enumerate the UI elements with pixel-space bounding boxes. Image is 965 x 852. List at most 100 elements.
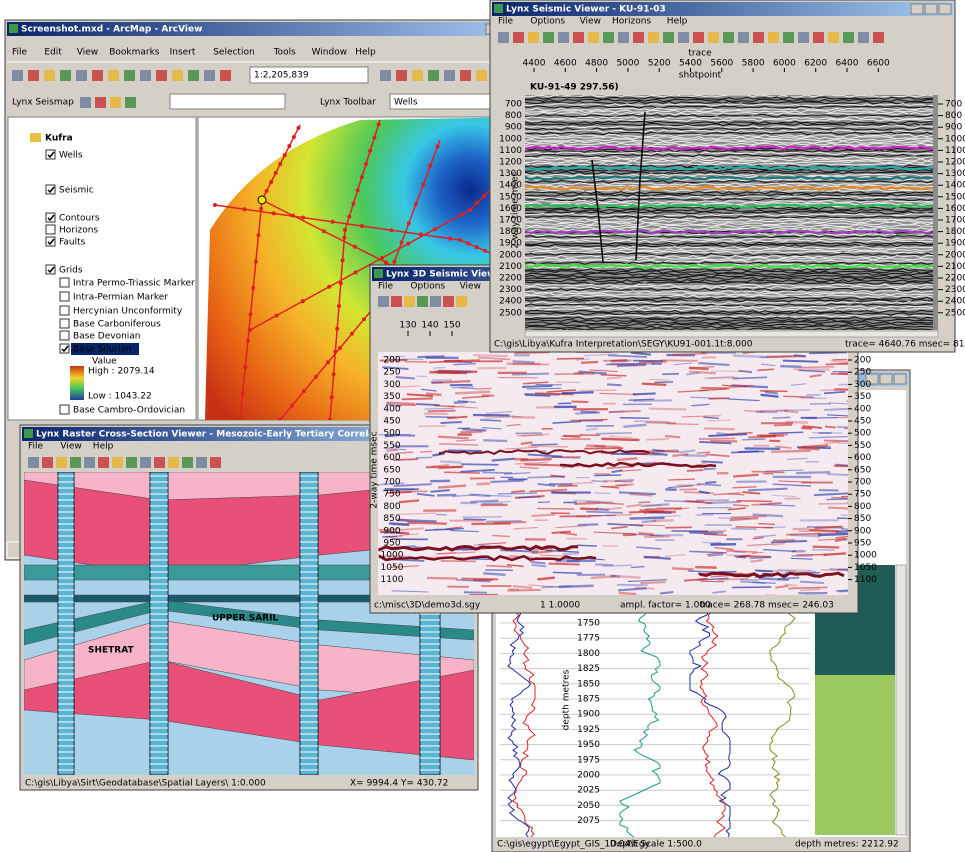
checkbox[interactable]	[45, 236, 56, 247]
toolbar-icon[interactable]	[543, 32, 554, 43]
toolbar-icon[interactable]	[798, 32, 809, 43]
toc-label[interactable]: Wells	[59, 151, 83, 161]
toolbar-icon[interactable]	[188, 70, 199, 81]
toc-label[interactable]: Seismic	[59, 186, 94, 196]
menu-item[interactable]: File	[378, 282, 394, 292]
toolbar-icon[interactable]	[430, 296, 441, 307]
toolbar-icon[interactable]	[708, 32, 719, 43]
toolbar-icon[interactable]	[443, 296, 454, 307]
toolbar-icon[interactable]	[70, 457, 81, 468]
toolbar-icon[interactable]	[391, 296, 402, 307]
toolbar-icon[interactable]	[858, 32, 869, 43]
toolbar-icon[interactable]	[140, 70, 151, 81]
window-button[interactable]	[879, 373, 893, 385]
checkbox[interactable]	[45, 184, 56, 195]
menu-item[interactable]: File	[28, 442, 44, 452]
toc-label[interactable]: Base Devonian	[73, 332, 141, 342]
toolbar-icon[interactable]	[220, 70, 231, 81]
menu-item[interactable]: File	[12, 48, 28, 58]
toolbar-icon[interactable]	[12, 70, 23, 81]
window-button[interactable]	[893, 373, 907, 385]
menu-item[interactable]: View	[60, 442, 81, 452]
toolbar-icon[interactable]	[80, 97, 91, 108]
toolbar-icon[interactable]	[76, 70, 87, 81]
toolbar-icon[interactable]	[396, 70, 407, 81]
toolbar-icon[interactable]	[110, 97, 121, 108]
toolbar-icon[interactable]	[380, 70, 391, 81]
toolbar-icon[interactable]	[753, 32, 764, 43]
toolbar-icon[interactable]	[404, 296, 415, 307]
toolbar-icon[interactable]	[125, 97, 136, 108]
menu-item[interactable]: View	[77, 48, 98, 58]
toolbar-icon[interactable]	[168, 457, 179, 468]
toc-label[interactable]: Base Carboniferous	[73, 320, 161, 330]
toolbar-icon[interactable]	[460, 70, 471, 81]
toolbar-icon[interactable]	[28, 457, 39, 468]
toolbar-icon[interactable]	[603, 32, 614, 43]
toolbar-icon[interactable]	[768, 32, 779, 43]
toolbar-icon[interactable]	[44, 70, 55, 81]
toolbar-icon[interactable]	[95, 97, 106, 108]
toolbar-label[interactable]: Lynx Toolbar	[320, 98, 376, 108]
toc-label[interactable]: Base Silurian	[73, 345, 132, 355]
checkbox[interactable]	[59, 343, 70, 354]
menu-item[interactable]: Selection	[213, 48, 254, 58]
toolbar-icon[interactable]	[140, 457, 151, 468]
toolbar-icon[interactable]	[182, 457, 193, 468]
checkbox[interactable]	[59, 305, 70, 316]
menu-item[interactable]: File	[498, 17, 514, 27]
window-button[interactable]	[865, 373, 879, 385]
checkbox[interactable]	[45, 212, 56, 223]
toolbar-icon[interactable]	[678, 32, 689, 43]
checkbox[interactable]	[45, 264, 56, 275]
toolbar-icon[interactable]	[573, 32, 584, 43]
checkbox[interactable]	[45, 149, 56, 160]
toolbar-icon[interactable]	[196, 457, 207, 468]
checkbox[interactable]	[59, 318, 70, 329]
toolbar-icon[interactable]	[154, 457, 165, 468]
toolbar-icon[interactable]	[738, 32, 749, 43]
toolbar-icon[interactable]	[663, 32, 674, 43]
toolbar-icon[interactable]	[412, 70, 423, 81]
toolbar-icon[interactable]	[210, 457, 221, 468]
toc-label[interactable]: Kufra	[45, 134, 73, 144]
toolbar-icon[interactable]	[417, 296, 428, 307]
toc-label[interactable]: Faults	[59, 238, 86, 248]
scale-box[interactable]	[249, 66, 369, 84]
toolbar-icon[interactable]	[42, 457, 53, 468]
toc-label[interactable]: Contours	[59, 214, 100, 224]
toolbar-icon[interactable]	[513, 32, 524, 43]
toolbar-icon[interactable]	[378, 296, 389, 307]
toolbar-icon[interactable]	[428, 70, 439, 81]
menu-item[interactable]: Horizons	[612, 17, 651, 27]
toolbar-icon[interactable]	[828, 32, 839, 43]
toolbar-icon[interactable]	[558, 32, 569, 43]
toc-label[interactable]: Base Cambro-Ordovician	[73, 406, 185, 416]
toolbar-icon[interactable]	[783, 32, 794, 43]
toolbar-icon[interactable]	[28, 70, 39, 81]
toolbar-icon[interactable]	[723, 32, 734, 43]
toolbar-icon[interactable]	[498, 32, 509, 43]
toolbar-icon[interactable]	[108, 70, 119, 81]
toolbar-icon[interactable]	[124, 70, 135, 81]
toolbar-icon[interactable]	[60, 70, 71, 81]
toolbar-icon[interactable]	[618, 32, 629, 43]
menu-item[interactable]: View	[580, 17, 601, 27]
toolbar-icon[interactable]	[112, 457, 123, 468]
toolbar-icon[interactable]	[444, 70, 455, 81]
toolbar-icon[interactable]	[98, 457, 109, 468]
toolbar-icon[interactable]	[476, 70, 487, 81]
menu-item[interactable]: Options	[410, 282, 445, 292]
checkbox[interactable]	[59, 291, 70, 302]
toolbar-icon[interactable]	[456, 296, 467, 307]
toolbar-icon[interactable]	[873, 32, 884, 43]
toolbar-icon[interactable]	[633, 32, 644, 43]
toc-label[interactable]: Horizons	[59, 226, 98, 236]
toolbar-icon[interactable]	[693, 32, 704, 43]
menu-item[interactable]: Window	[312, 48, 348, 58]
window-button[interactable]	[924, 3, 938, 15]
checkbox[interactable]	[59, 330, 70, 341]
toolbar-icon[interactable]	[843, 32, 854, 43]
toolbar-icon[interactable]	[84, 457, 95, 468]
menu-item[interactable]: Help	[667, 17, 688, 27]
